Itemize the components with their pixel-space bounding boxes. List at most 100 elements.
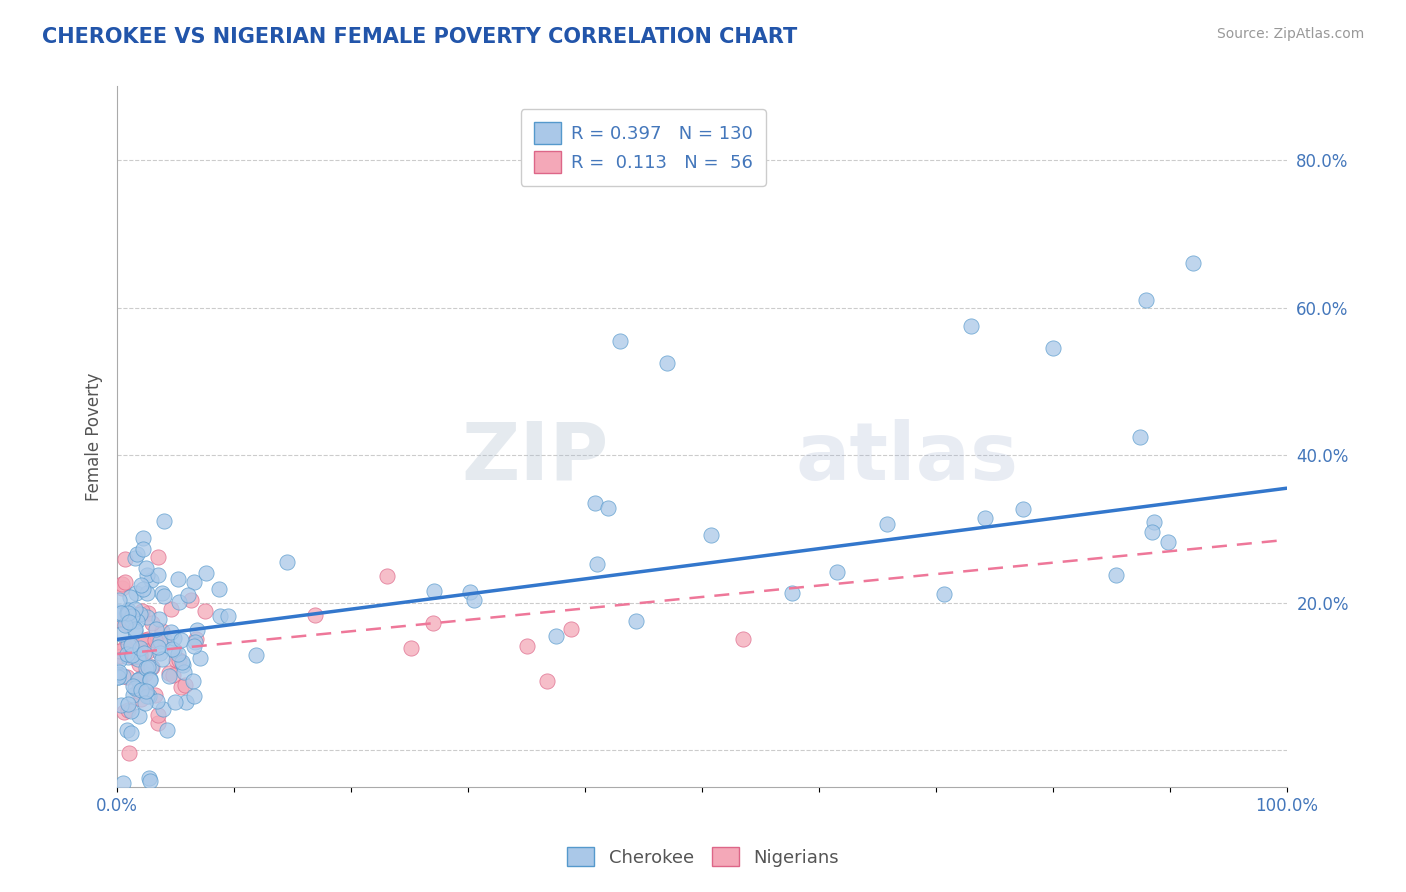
Point <box>583 496 606 510</box>
Point <box>157 669 180 683</box>
Point <box>112 706 135 720</box>
Point <box>124 624 146 638</box>
Point <box>110 698 132 713</box>
Point <box>127 648 149 663</box>
Point <box>148 640 170 654</box>
Point <box>107 670 129 684</box>
Point <box>136 660 159 674</box>
Point <box>134 667 156 681</box>
Point <box>399 641 422 656</box>
Point <box>170 655 193 669</box>
Point <box>136 610 159 624</box>
Point <box>167 647 190 661</box>
Point <box>145 694 167 708</box>
Point <box>117 636 139 650</box>
Point <box>626 614 648 628</box>
Point <box>731 632 754 647</box>
Point <box>131 604 153 618</box>
Point <box>128 672 150 686</box>
Point <box>170 680 193 694</box>
Point <box>134 685 156 699</box>
Point <box>169 595 191 609</box>
Point <box>117 697 139 711</box>
Point <box>107 665 129 680</box>
Point <box>139 659 162 673</box>
Point <box>148 612 170 626</box>
Point <box>121 614 143 628</box>
Point <box>1140 524 1163 539</box>
Point <box>184 632 207 647</box>
Point <box>110 606 132 620</box>
Point <box>160 625 183 640</box>
Point <box>127 651 149 665</box>
Point <box>177 588 200 602</box>
Point <box>127 684 149 698</box>
Point <box>163 695 186 709</box>
Point <box>183 575 205 590</box>
Point <box>131 692 153 706</box>
Point <box>108 653 131 667</box>
Point <box>276 555 298 569</box>
Point <box>134 696 156 710</box>
Point <box>128 708 150 723</box>
Text: CHEROKEE VS NIGERIAN FEMALE POVERTY CORRELATION CHART: CHEROKEE VS NIGERIAN FEMALE POVERTY CORR… <box>42 27 797 46</box>
Point <box>124 602 146 616</box>
Point <box>463 593 485 607</box>
Point <box>162 641 184 656</box>
Point <box>149 646 172 660</box>
Point <box>167 653 190 667</box>
Point <box>145 623 167 637</box>
Point <box>114 575 136 590</box>
Point <box>143 688 166 702</box>
Point <box>183 639 205 653</box>
Point <box>217 609 239 624</box>
Point <box>195 566 218 580</box>
Point <box>138 643 160 657</box>
Point <box>544 629 567 643</box>
Point <box>536 674 558 689</box>
Point <box>121 688 143 702</box>
Point <box>124 551 146 566</box>
Point <box>157 665 180 680</box>
Point <box>165 653 187 667</box>
Point <box>1129 430 1152 444</box>
Point <box>148 568 170 582</box>
Point <box>117 607 139 621</box>
Point <box>180 593 202 607</box>
Point <box>115 647 138 661</box>
Point <box>174 678 197 692</box>
Text: ZIP: ZIP <box>461 418 609 497</box>
Point <box>153 514 176 528</box>
Point <box>115 723 138 737</box>
Point <box>124 622 146 636</box>
Point <box>111 776 134 790</box>
Point <box>135 567 157 582</box>
Point <box>108 592 131 607</box>
Point <box>127 614 149 628</box>
Point <box>136 632 159 647</box>
Point <box>122 679 145 693</box>
Point <box>138 771 160 785</box>
Point <box>118 747 141 761</box>
Point <box>173 665 195 680</box>
Point <box>107 605 129 619</box>
Point <box>111 581 134 595</box>
Point <box>1182 256 1205 270</box>
Point <box>129 607 152 621</box>
Point <box>586 557 609 571</box>
Point <box>973 511 995 525</box>
Point <box>148 633 170 648</box>
Point <box>700 528 723 542</box>
Point <box>150 652 173 666</box>
Point <box>141 573 163 587</box>
Point <box>120 638 142 652</box>
Point <box>129 641 152 656</box>
Point <box>117 703 139 717</box>
Point <box>136 690 159 704</box>
Point <box>132 542 155 557</box>
Point <box>107 670 129 684</box>
Point <box>108 644 131 658</box>
Point <box>208 582 231 596</box>
Point <box>136 606 159 620</box>
Point <box>609 334 631 348</box>
